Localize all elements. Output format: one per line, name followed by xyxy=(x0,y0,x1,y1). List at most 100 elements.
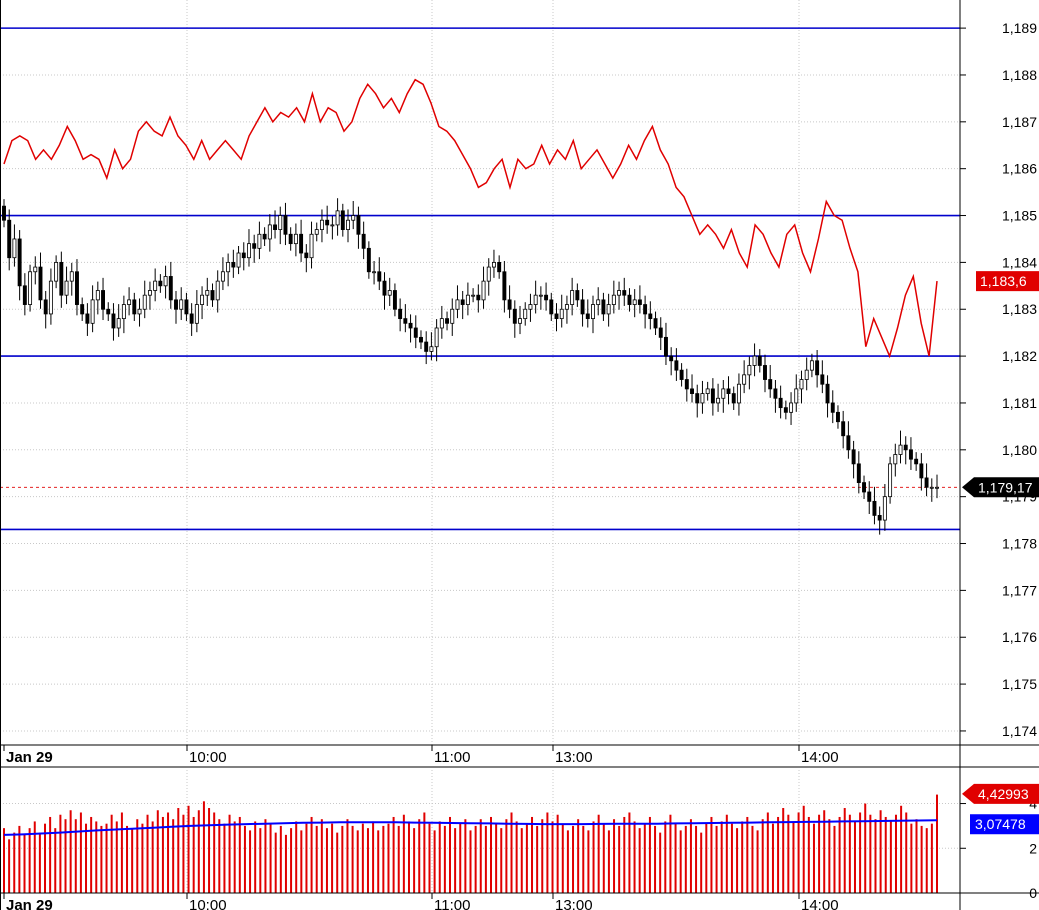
volume-bar xyxy=(136,819,139,893)
volume-bar xyxy=(638,828,641,893)
candle xyxy=(512,300,517,338)
volume-bar xyxy=(930,823,933,893)
price-time-label: 14:00 xyxy=(801,749,839,766)
volume-bar xyxy=(807,816,810,893)
candle xyxy=(54,255,59,289)
candle xyxy=(898,430,903,464)
volume-bar xyxy=(700,832,703,893)
volume-bar xyxy=(771,823,774,893)
candle xyxy=(794,374,799,412)
candle xyxy=(570,277,575,316)
candle xyxy=(851,440,856,479)
candle xyxy=(752,343,757,377)
volume-bar xyxy=(74,819,77,893)
candle xyxy=(220,257,225,291)
candle xyxy=(372,260,377,285)
volume-bar xyxy=(274,832,277,893)
candle xyxy=(90,285,95,333)
volume-bar xyxy=(392,816,395,893)
candle xyxy=(398,298,403,332)
candle xyxy=(163,265,168,299)
volume-bar xyxy=(284,834,287,893)
candle xyxy=(606,293,611,327)
volume-time-label: 11:00 xyxy=(434,897,470,910)
price-tick-label: 1,182 xyxy=(1002,348,1037,364)
volume-bar xyxy=(715,825,718,893)
volume-bar xyxy=(859,812,862,893)
volume-bar xyxy=(623,816,626,893)
candle xyxy=(382,272,387,310)
volume-bar xyxy=(520,828,523,893)
candle xyxy=(95,281,100,315)
candle xyxy=(919,453,924,491)
volume-bar xyxy=(305,823,308,893)
candle xyxy=(205,277,210,306)
volume-bar xyxy=(407,821,410,893)
volume-bar xyxy=(607,830,610,893)
candle xyxy=(882,484,887,531)
volume-bar xyxy=(208,808,211,893)
candle xyxy=(7,209,12,271)
price-tick-label: 1,174 xyxy=(1002,723,1037,739)
volume-bar xyxy=(915,819,918,893)
candle xyxy=(194,290,199,333)
volume-bar xyxy=(541,819,544,893)
horizontal-levels[interactable] xyxy=(0,27,960,531)
volume-bar xyxy=(202,801,205,893)
candle xyxy=(778,385,783,419)
volume-bar xyxy=(218,819,221,893)
price-tick-label: 1,181 xyxy=(1002,395,1037,411)
candle xyxy=(929,478,934,502)
candle xyxy=(533,280,538,314)
candle xyxy=(502,260,507,313)
candle xyxy=(127,287,132,316)
volume-bar xyxy=(59,814,62,893)
candle xyxy=(293,223,298,257)
candle xyxy=(137,298,142,327)
candle xyxy=(257,221,262,260)
volume-bar xyxy=(295,821,298,893)
candle xyxy=(356,206,361,249)
volume-bar xyxy=(556,814,559,893)
volume-bar xyxy=(525,823,528,893)
candle xyxy=(643,295,648,329)
volume-bar xyxy=(182,814,185,893)
candle xyxy=(914,452,919,471)
svg-text:1,179,17: 1,179,17 xyxy=(978,479,1033,495)
candle xyxy=(564,295,569,324)
candle xyxy=(679,363,684,387)
volume-bar xyxy=(315,825,318,893)
candle xyxy=(908,437,913,470)
volume-bar xyxy=(679,830,682,893)
candle xyxy=(580,289,585,327)
volume-bar xyxy=(443,825,446,893)
volume-bar xyxy=(126,825,129,893)
candle xyxy=(549,292,554,321)
candle xyxy=(481,266,486,309)
volume-bar xyxy=(725,814,728,893)
volume-bar xyxy=(479,819,482,893)
price-tick-label: 1,186 xyxy=(1002,161,1037,177)
candle xyxy=(465,282,470,316)
candle xyxy=(64,266,69,305)
candle xyxy=(637,285,642,314)
price-tick-label: 1,188 xyxy=(1002,67,1037,83)
candle xyxy=(325,205,330,234)
volume-bar xyxy=(669,814,672,893)
candle xyxy=(476,284,481,313)
volume-bar xyxy=(413,828,416,893)
candle xyxy=(236,245,241,275)
candle xyxy=(763,354,767,393)
volume-bar xyxy=(705,823,708,893)
volume-bar xyxy=(751,825,754,893)
volume-bar xyxy=(710,816,713,893)
volume-bar xyxy=(802,805,805,893)
candle xyxy=(361,221,366,260)
volume-bar xyxy=(3,828,5,893)
candle xyxy=(147,281,152,310)
volume-time-label: 10:00 xyxy=(189,897,227,910)
candle xyxy=(726,376,731,405)
volume-bar xyxy=(853,821,856,893)
volume-bar xyxy=(336,832,339,893)
volume-bar xyxy=(28,828,31,893)
